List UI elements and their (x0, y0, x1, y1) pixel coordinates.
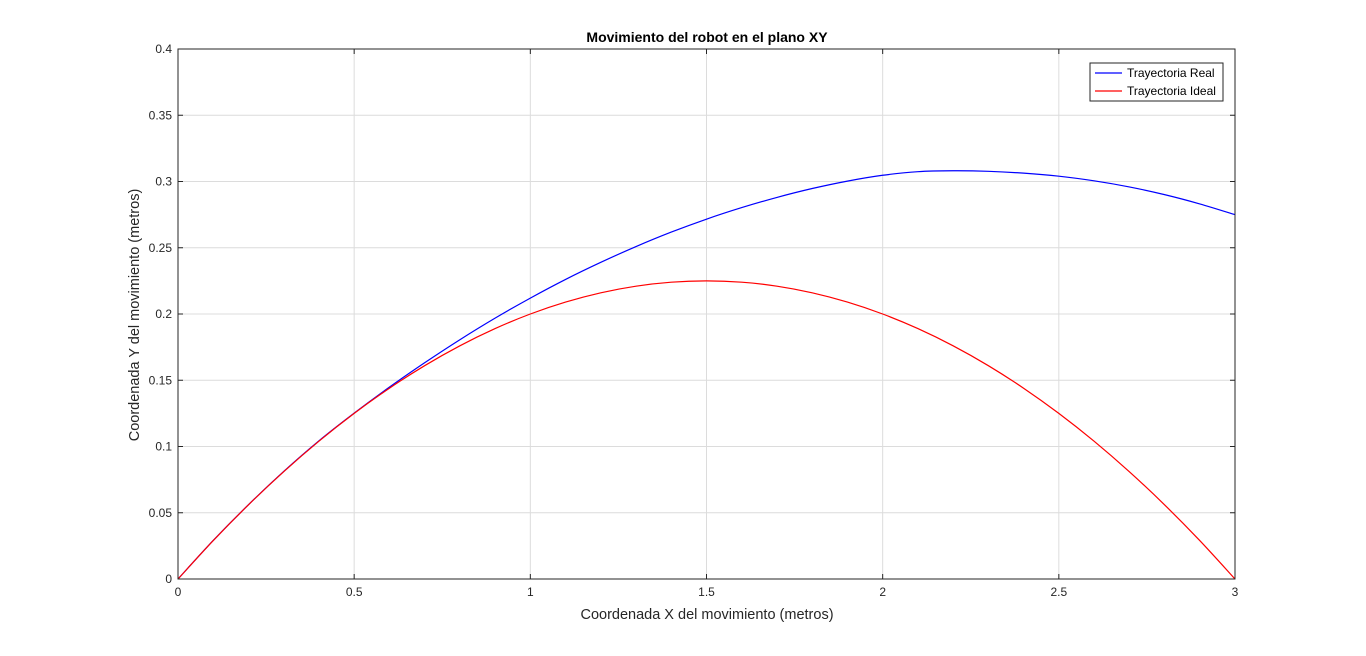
legend-label: Trayectoria Real (1127, 66, 1215, 80)
x-tick-label: 0.5 (346, 585, 363, 599)
y-tick-label: 0.05 (149, 506, 173, 520)
y-axis-label: Coordenada Y del movimiento (metros) (127, 189, 143, 442)
x-tick-label: 2 (879, 585, 886, 599)
y-tick-label: 0.1 (155, 440, 172, 454)
x-tick-label: 3 (1232, 585, 1239, 599)
ticks (177, 48, 1236, 580)
x-tick-label: 0 (175, 585, 182, 599)
series-line-trayectoria-ideal (177, 280, 1236, 580)
legend-label: Trayectoria Ideal (1127, 84, 1216, 98)
y-tick-label: 0.4 (155, 42, 172, 56)
y-tick-label: 0.25 (149, 241, 173, 255)
tick-labels: 0 0.5 1 1.5 2 2.5 3 0 0.05 0.1 0.15 0.2 0.25 0.3 0.35 0… (149, 42, 1239, 599)
legend-box (1089, 62, 1224, 102)
legend-entries: Trayectoria Real Trayectoria Ideal (1095, 66, 1216, 98)
y-tick-label: 0.3 (155, 175, 172, 189)
series-layer (177, 170, 1236, 580)
y-tick-label: 0 (165, 572, 172, 586)
y-tick-label: 0.15 (149, 373, 173, 387)
x-tick-label: 1 (527, 585, 534, 599)
x-tick-label: 1.5 (698, 585, 715, 599)
y-tick-label: 0.35 (149, 108, 173, 122)
y-tick-label: 0.2 (155, 307, 172, 321)
x-tick-label: 2.5 (1050, 585, 1067, 599)
x-axis-label: Coordenada X del movimiento (metros) (580, 607, 833, 623)
legend[interactable]: Trayectoria Real Trayectoria Ideal (1089, 62, 1224, 102)
chart-title: Movimiento del robot en el plano XY (586, 29, 828, 45)
